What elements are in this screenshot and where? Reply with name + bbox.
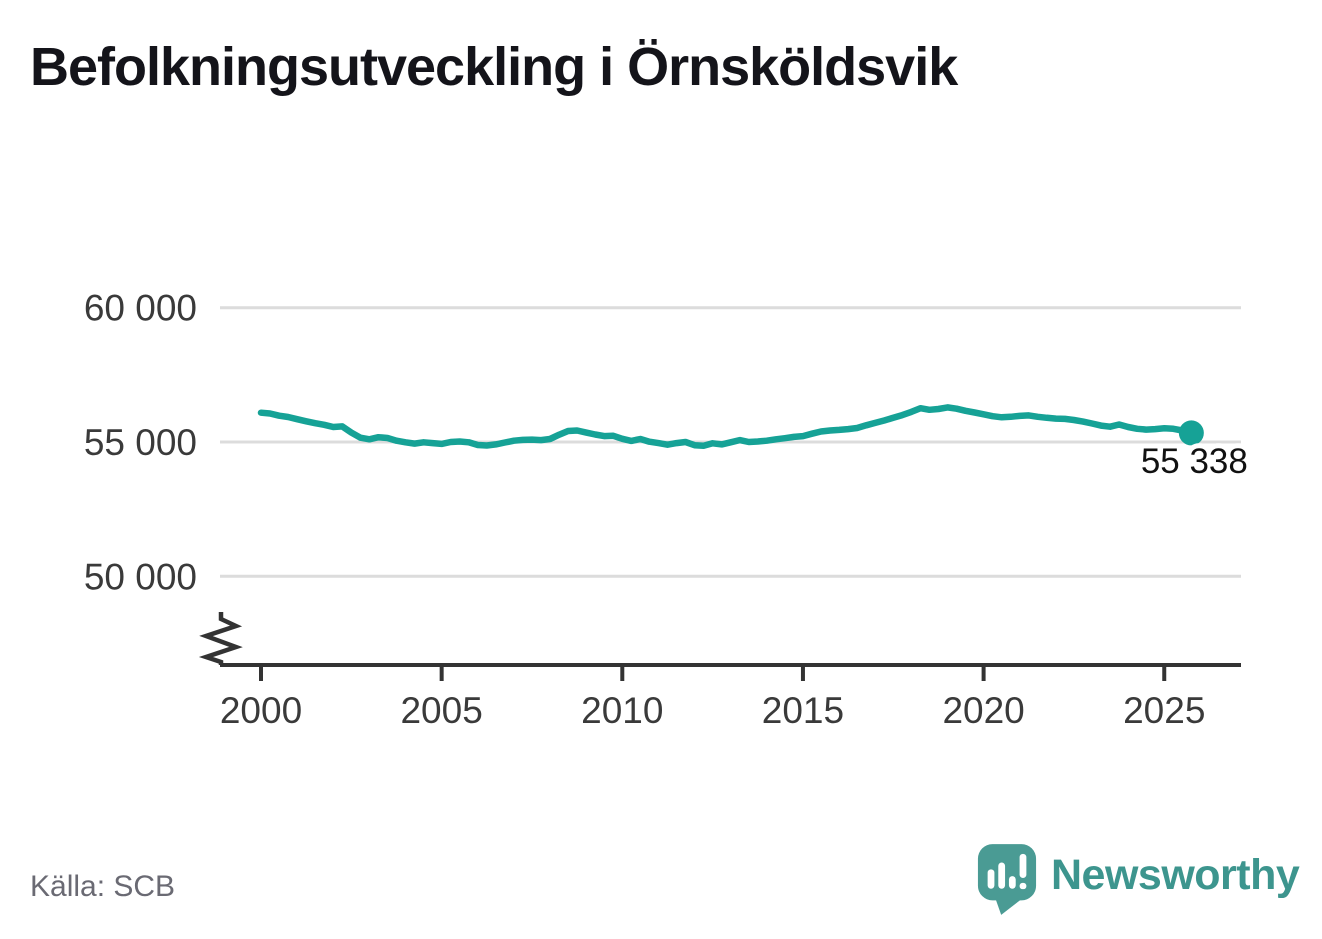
x-axis-tick-label: 2010	[581, 690, 663, 731]
x-axis-tick-label: 2025	[1123, 690, 1205, 731]
end-value-label: 55 338	[1141, 442, 1248, 481]
speech-bubble-bar-chart-icon	[977, 844, 1037, 915]
x-axis-tick-label: 2020	[942, 690, 1024, 731]
newsworthy-logo: Newsworthy	[976, 843, 1300, 915]
series-end-dot	[1178, 420, 1204, 446]
source-note: Källa: SCB	[30, 870, 176, 903]
x-axis-tick-label: 2005	[400, 690, 482, 731]
y-axis-tick-label: 55 000	[84, 422, 197, 463]
y-axis-break-icon	[198, 612, 243, 665]
y-axis-tick-label: 60 000	[84, 288, 197, 329]
population-series-line	[257, 404, 1195, 450]
brand-name: Newsworthy	[1051, 851, 1300, 899]
y-axis-tick-label: 50 000	[84, 556, 197, 597]
x-axis-tick-label: 2000	[220, 690, 302, 731]
page-title: Befolkningsutveckling i Örnsköldsvik	[30, 37, 958, 97]
x-axis-tick-label: 2015	[762, 690, 844, 731]
